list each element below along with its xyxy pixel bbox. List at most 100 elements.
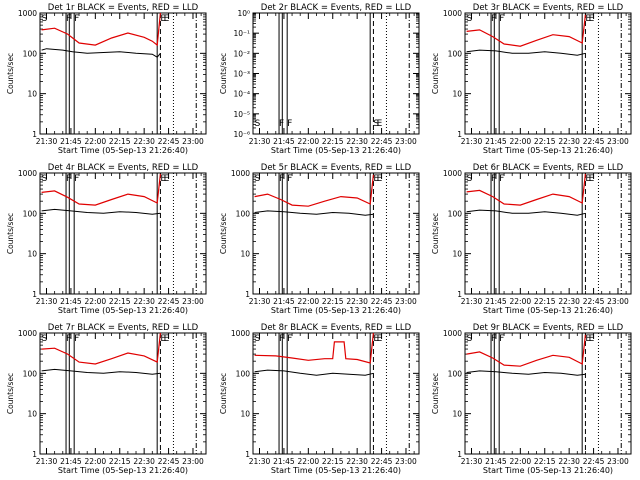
plot-frame (252, 332, 420, 455)
x-tick-label: 22:15 (322, 137, 344, 146)
plot-frame (252, 12, 420, 135)
x-tick-label: 22:30 (346, 457, 368, 466)
interval-marker-E: E (589, 334, 595, 344)
y-tick-label: 1 (32, 290, 37, 299)
y-tick-label: 10⁻⁴ (233, 90, 250, 99)
y-tick-label: 1 (32, 130, 37, 139)
y-tick-label: 10⁻³ (233, 70, 250, 79)
interval-marker-F: F (74, 14, 79, 24)
y-tick-label: 10⁻² (233, 49, 250, 58)
y-axis-label: Counts/sec (431, 373, 440, 414)
interval-marker-S: S (42, 174, 48, 184)
interval-marker-E: E (589, 174, 595, 184)
y-tick-label: 100 (448, 209, 463, 218)
interval-marker-S: S (255, 119, 261, 129)
panel-title: Det 1r BLACK = Events, RED = LLD (48, 3, 199, 13)
events-series-line (254, 369, 374, 376)
interval-marker-S: S (42, 334, 48, 344)
y-tick-label: 10 (452, 410, 462, 419)
interval-marker-F: F (499, 14, 504, 24)
y-axis-label: Counts/sec (6, 53, 15, 94)
lld-series-line (254, 332, 374, 364)
x-tick-label: 22:00 (510, 137, 532, 146)
x-tick-label: 21:30 (249, 137, 271, 146)
x-tick-label: 22:30 (346, 297, 368, 306)
x-tick-label: 22:00 (510, 297, 532, 306)
y-tick-label: 1000 (443, 329, 462, 338)
x-tick-label: 22:15 (109, 457, 131, 466)
interval-marker-E: E (377, 119, 383, 129)
events-series-line (41, 208, 161, 215)
x-tick-label: 23:00 (607, 297, 629, 306)
panel-6: Det 6r BLACK = Events, RED = LLD 1 10 100 10… (431, 163, 632, 315)
y-tick-label: 1000 (443, 9, 462, 18)
x-tick-label: 23:00 (395, 137, 417, 146)
interval-marker-F: F (491, 14, 496, 24)
x-tick-label: 22:00 (85, 137, 107, 146)
plot-frame (252, 172, 420, 295)
y-tick-label: 10 (27, 250, 37, 259)
y-tick-label: 1000 (18, 169, 37, 178)
x-tick-label: 23:00 (395, 297, 417, 306)
interval-marker-F: F (499, 334, 504, 344)
lld-series-line (41, 12, 161, 47)
x-tick-label: 21:30 (36, 457, 58, 466)
x-tick-label: 22:30 (558, 297, 580, 306)
y-tick-label: 100 (236, 369, 251, 378)
x-tick-label: 22:30 (133, 137, 155, 146)
x-tick-label: 22:15 (322, 297, 344, 306)
x-axis-label: Start Time (05-Sep-13 21:26:40) (58, 306, 188, 315)
x-tick-label: 23:00 (182, 137, 204, 146)
y-tick-label: 100 (448, 49, 463, 58)
y-tick-label: 10⁰ (237, 9, 250, 18)
y-tick-label: 10 (27, 90, 37, 99)
x-axis-label: Start Time (05-Sep-13 21:26:40) (271, 466, 401, 475)
x-tick-label: 22:30 (346, 137, 368, 146)
y-tick-label: 100 (448, 369, 463, 378)
x-tick-label: 23:00 (607, 457, 629, 466)
x-tick-label: 21:30 (461, 137, 483, 146)
y-tick-label: 1 (245, 290, 250, 299)
events-series-line (254, 210, 374, 216)
interval-marker-F: F (66, 174, 71, 184)
y-tick-label: 100 (23, 209, 38, 218)
interval-marker-F: F (491, 334, 496, 344)
x-tick-label: 22:45 (158, 137, 180, 146)
y-tick-label: 1000 (18, 9, 37, 18)
interval-marker-F: F (74, 334, 79, 344)
lld-series-line (466, 173, 586, 206)
y-tick-label: 1000 (231, 329, 250, 338)
y-tick-label: 10 (240, 410, 250, 419)
x-tick-label: 22:00 (85, 297, 107, 306)
panel-title: Det 4r BLACK = Events, RED = LLD (48, 163, 199, 173)
lld-series-line (466, 334, 586, 367)
panel-title: Det 3r BLACK = Events, RED = LLD (473, 3, 624, 13)
y-axis-label: Counts/sec (219, 53, 228, 94)
x-tick-label: 21:45 (60, 297, 82, 306)
x-tick-label: 22:15 (109, 297, 131, 306)
interval-marker-F: F (287, 334, 292, 344)
interval-marker-E: E (373, 174, 379, 184)
interval-marker-E: E (589, 14, 595, 24)
y-tick-label: 10⁻¹ (233, 29, 250, 38)
y-tick-label: 100 (23, 369, 38, 378)
y-axis-label: Counts/sec (219, 213, 228, 254)
x-tick-label: 22:30 (558, 457, 580, 466)
x-tick-label: 23:00 (182, 457, 204, 466)
y-axis-label: Counts/sec (6, 373, 15, 414)
panel-2: Det 2r BLACK = Events, RED = LLD 10⁻⁶ 10⁻⁵… (219, 3, 420, 155)
interval-marker-S: S (255, 174, 261, 184)
panel-title: Det 5r BLACK = Events, RED = LLD (261, 163, 412, 173)
x-tick-label: 21:30 (36, 137, 58, 146)
interval-marker-F: F (279, 119, 284, 129)
x-tick-label: 22:45 (371, 297, 393, 306)
y-axis-label: Counts/sec (431, 53, 440, 94)
events-series-line (466, 49, 586, 56)
interval-marker-E: E (377, 334, 383, 344)
y-axis-label: Counts/sec (219, 373, 228, 414)
interval-marker-E: E (377, 174, 383, 184)
plot-frame (464, 172, 632, 295)
x-tick-label: 21:45 (485, 457, 507, 466)
x-tick-label: 22:00 (298, 297, 320, 306)
interval-marker-E: E (160, 174, 166, 184)
